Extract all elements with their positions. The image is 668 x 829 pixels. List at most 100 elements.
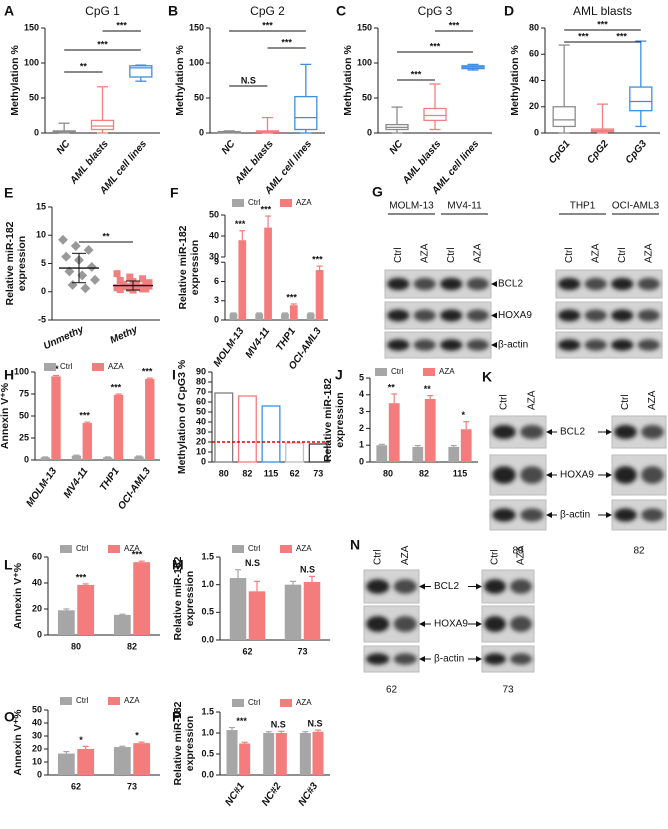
- comparison-label: ***: [281, 37, 292, 47]
- y-tick-label: 60: [196, 396, 206, 406]
- panel-label: C: [336, 3, 346, 19]
- y-tick-label: 20: [196, 436, 206, 446]
- band: [413, 277, 436, 291]
- y-tick-label: 50: [32, 704, 42, 714]
- y-axis-label: Methylation %: [9, 45, 21, 116]
- band: [558, 339, 581, 351]
- band: [393, 579, 417, 594]
- legend-swatch: [44, 363, 56, 371]
- legend-label: AZA: [296, 698, 312, 707]
- y-tick-label: 0: [214, 314, 219, 324]
- y-tick-label: 10: [196, 446, 206, 456]
- x-tick-label: 82: [242, 468, 252, 478]
- x-tick-label: MOLM-13: [212, 326, 247, 370]
- band: [641, 424, 664, 440]
- group-label: 82: [633, 546, 645, 557]
- y-tick-label: 9: [214, 257, 219, 267]
- significance: N.S: [307, 718, 322, 728]
- significance: ***: [236, 716, 247, 726]
- x-tick-label: 73: [313, 468, 323, 478]
- bar: [229, 313, 238, 320]
- legend-swatch: [232, 545, 244, 553]
- band: [366, 653, 390, 665]
- band: [510, 579, 532, 594]
- band: [366, 579, 390, 594]
- legend-label: AZA: [124, 544, 140, 553]
- band: [387, 339, 410, 351]
- y-tick-label: 3: [359, 406, 364, 416]
- y-tick-label: 150: [189, 22, 204, 32]
- band: [611, 277, 634, 291]
- bar: [113, 614, 131, 635]
- x-tick-label: THP1: [98, 466, 122, 494]
- comparison-label: ***: [116, 20, 127, 30]
- lane-label: Ctrl: [617, 247, 628, 263]
- y-tick-label: 0.0: [201, 769, 214, 779]
- lane-label: AZA: [400, 545, 411, 565]
- legend-swatch: [232, 699, 244, 707]
- point: [116, 276, 124, 284]
- bar: [77, 584, 95, 635]
- significance: **: [424, 384, 432, 394]
- band: [520, 508, 544, 522]
- point: [139, 275, 147, 283]
- x-tick-label: 82: [127, 641, 137, 651]
- x-tick-label: MOLM-13: [24, 466, 59, 510]
- x-tick-label: 73: [297, 646, 307, 656]
- bar: [226, 730, 238, 775]
- panel-label: B: [168, 3, 178, 19]
- y-tick-label: 60: [529, 49, 539, 59]
- legend-label: Ctrl: [60, 362, 73, 371]
- band: [466, 309, 489, 322]
- lane-label: Ctrl: [372, 549, 383, 565]
- box: [423, 107, 447, 122]
- lane-label: AZA: [472, 243, 483, 263]
- significance: ***: [142, 367, 153, 377]
- lane-label: Ctrl: [490, 549, 501, 565]
- bar: [460, 429, 472, 462]
- y-tick-label: 50: [209, 209, 219, 219]
- y-tick-label: 80: [529, 22, 539, 32]
- bar: [312, 731, 324, 775]
- comparison-label: **: [80, 61, 88, 71]
- x-tick-label: AML blasts: [68, 138, 112, 187]
- band: [558, 309, 581, 322]
- significance: ***: [132, 550, 143, 560]
- y-tick-label: 5: [359, 372, 364, 382]
- band: [637, 339, 660, 351]
- point: [90, 274, 100, 285]
- significance: ***: [111, 382, 122, 392]
- y-axis-label: Relative miR-182: [177, 225, 189, 309]
- bar: [113, 394, 124, 460]
- point: [119, 283, 127, 291]
- band: [413, 339, 436, 351]
- y-tick-label: 10: [32, 756, 42, 766]
- panel-label: L: [4, 557, 13, 573]
- lane-label: AZA: [647, 390, 658, 410]
- bar: [57, 753, 75, 775]
- y-tick-label: -5: [38, 314, 46, 324]
- y-tick-label: 15: [36, 201, 46, 211]
- x-tick-label: CpG1: [547, 138, 573, 166]
- point: [113, 270, 121, 278]
- band: [637, 309, 660, 322]
- band: [510, 653, 532, 665]
- legend-label: Ctrl: [76, 696, 89, 705]
- panel-label: G: [372, 184, 383, 200]
- legend-swatch: [375, 368, 387, 376]
- bar: [229, 578, 247, 640]
- lane-label: AZA: [419, 243, 430, 263]
- y-tick-label: 80: [196, 376, 206, 386]
- x-tick-label: 82: [419, 468, 429, 478]
- y-tick-label: 50: [194, 92, 204, 102]
- y-axis-label: Relative miR-182: [172, 701, 184, 785]
- x-tick-label: 115: [453, 468, 468, 478]
- band: [611, 339, 634, 351]
- legend-label: AZA: [108, 362, 124, 371]
- y-axis-label: expression: [16, 236, 28, 291]
- bar: [388, 403, 400, 462]
- significance: ***: [312, 254, 323, 264]
- significance: ***: [79, 411, 90, 421]
- panel-label: K: [482, 369, 492, 385]
